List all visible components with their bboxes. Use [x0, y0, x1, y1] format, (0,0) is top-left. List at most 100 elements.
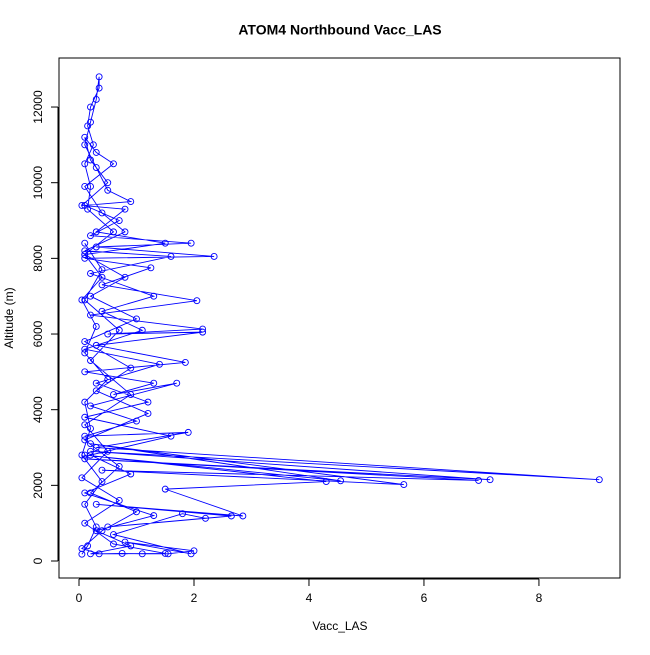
y-tick-label: 6000 — [31, 320, 45, 347]
data-point — [92, 96, 100, 103]
y-tick-label: 0 — [31, 557, 45, 564]
data-point — [98, 307, 106, 315]
data-point — [193, 297, 201, 305]
data-point — [81, 421, 89, 429]
data-point — [81, 489, 89, 497]
data-point — [110, 391, 117, 399]
data-point — [87, 402, 94, 410]
data-point — [98, 466, 106, 474]
y-tick-label: 12000 — [31, 90, 45, 124]
data-point — [78, 296, 86, 304]
data-point — [110, 531, 117, 538]
data-point — [87, 118, 94, 126]
data-point — [81, 398, 89, 406]
data-point — [87, 103, 94, 111]
data-point — [104, 447, 112, 455]
data-point — [164, 550, 172, 558]
y-tick-label: 10000 — [31, 166, 45, 200]
data-point — [81, 201, 89, 209]
x-tick-label: 6 — [421, 591, 428, 605]
data-point — [81, 254, 89, 262]
data-point — [199, 325, 207, 333]
data-point — [95, 73, 103, 81]
data-point — [81, 183, 89, 190]
data-point — [98, 273, 106, 281]
data-point — [104, 330, 112, 338]
data-point — [147, 264, 155, 272]
data-point — [81, 141, 89, 149]
data-point — [98, 266, 106, 274]
data-point — [87, 156, 94, 164]
data-point — [81, 251, 89, 259]
data-point — [161, 485, 169, 493]
data-point — [115, 462, 123, 470]
x-axis-label: Vacc_LAS — [312, 619, 367, 633]
data-point — [81, 500, 89, 508]
data-point — [92, 228, 100, 236]
data-point — [127, 391, 135, 399]
data-point — [110, 160, 117, 168]
data-point — [202, 514, 209, 522]
data-point — [127, 542, 135, 550]
data-point — [81, 432, 89, 440]
data-point — [92, 148, 100, 156]
y-axis-label: Altitude (m) — [2, 287, 16, 348]
data-point — [104, 179, 112, 187]
data-point — [78, 545, 86, 552]
data-point — [95, 550, 103, 558]
data-point — [210, 253, 218, 260]
data-point — [486, 476, 494, 484]
data-point — [87, 292, 94, 300]
series-line — [80, 76, 600, 555]
data-point — [127, 198, 135, 206]
data-point — [92, 341, 100, 349]
data-point — [173, 379, 181, 387]
data-point — [81, 413, 89, 421]
data-point — [184, 428, 192, 436]
data-point — [98, 209, 106, 217]
data-point — [115, 497, 123, 504]
data-point — [81, 519, 89, 527]
data-point — [110, 540, 117, 548]
data-point — [89, 141, 97, 149]
y-tick-label: 4000 — [31, 396, 45, 423]
data-point — [98, 478, 106, 486]
data-point — [127, 470, 135, 478]
chart-title: ATOM4 Northbound Vacc_LAS — [238, 22, 441, 38]
data-point — [87, 357, 94, 364]
data-point — [337, 477, 345, 485]
data-point — [78, 474, 86, 482]
data-point — [81, 345, 89, 353]
data-point — [150, 379, 158, 387]
data-point — [81, 133, 89, 141]
data-point — [78, 201, 86, 209]
data-point — [118, 549, 126, 557]
data-point — [167, 253, 175, 260]
data-point — [98, 281, 106, 289]
data-point — [81, 455, 89, 463]
data-point — [127, 364, 135, 372]
data-point — [95, 84, 103, 92]
data-point — [115, 326, 123, 334]
data-point — [239, 512, 247, 520]
data-point — [81, 239, 89, 247]
data-point — [133, 417, 140, 425]
x-tick-label: 0 — [76, 591, 83, 605]
data-point — [104, 375, 112, 383]
data-point — [87, 440, 94, 448]
data-point — [133, 315, 140, 323]
data-point — [87, 425, 94, 433]
data-point — [92, 164, 100, 172]
data-point — [190, 547, 198, 555]
data-point — [121, 273, 129, 281]
data-point — [227, 512, 235, 520]
data-point — [81, 349, 89, 357]
data-point — [110, 228, 117, 236]
x-tick-label: 8 — [536, 591, 543, 605]
data-point — [595, 476, 603, 484]
data-point — [104, 523, 112, 531]
x-tick-label: 2 — [191, 591, 198, 605]
data-point — [121, 205, 129, 213]
